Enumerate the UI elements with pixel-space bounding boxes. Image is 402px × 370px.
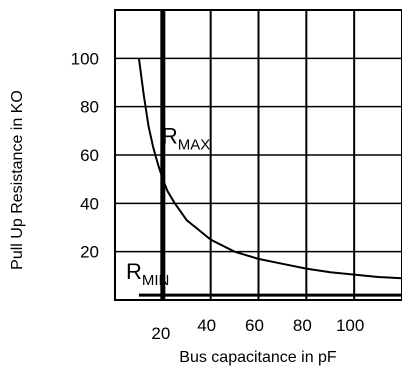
y-tick-label: 40 bbox=[80, 194, 99, 213]
plot-frame bbox=[114, 9, 402, 301]
annotation-max: RMAX bbox=[162, 124, 210, 154]
grid bbox=[115, 10, 402, 300]
x-tick-label: 60 bbox=[245, 316, 264, 335]
reference-lines bbox=[138, 10, 402, 300]
y-tick-label: 80 bbox=[80, 98, 99, 117]
y-tick-label: 20 bbox=[80, 243, 99, 262]
x-axis-label: Bus capacitance in pF bbox=[179, 349, 337, 366]
x-tick-label: 40 bbox=[197, 316, 216, 335]
series-curve bbox=[137, 58, 402, 280]
x-tick-labels: 20 40 60 80 100 bbox=[151, 316, 364, 343]
y-axis-label: Pull Up Resistance in KO bbox=[9, 90, 26, 270]
y-tick-label: 60 bbox=[80, 146, 99, 165]
x-tick-label: 20 bbox=[151, 324, 170, 343]
x-tick-label: 100 bbox=[336, 316, 364, 335]
y-tick-label: 100 bbox=[71, 49, 99, 68]
y-tick-labels: 20 40 60 80 100 bbox=[71, 49, 99, 261]
x-tick-label: 80 bbox=[293, 316, 312, 335]
